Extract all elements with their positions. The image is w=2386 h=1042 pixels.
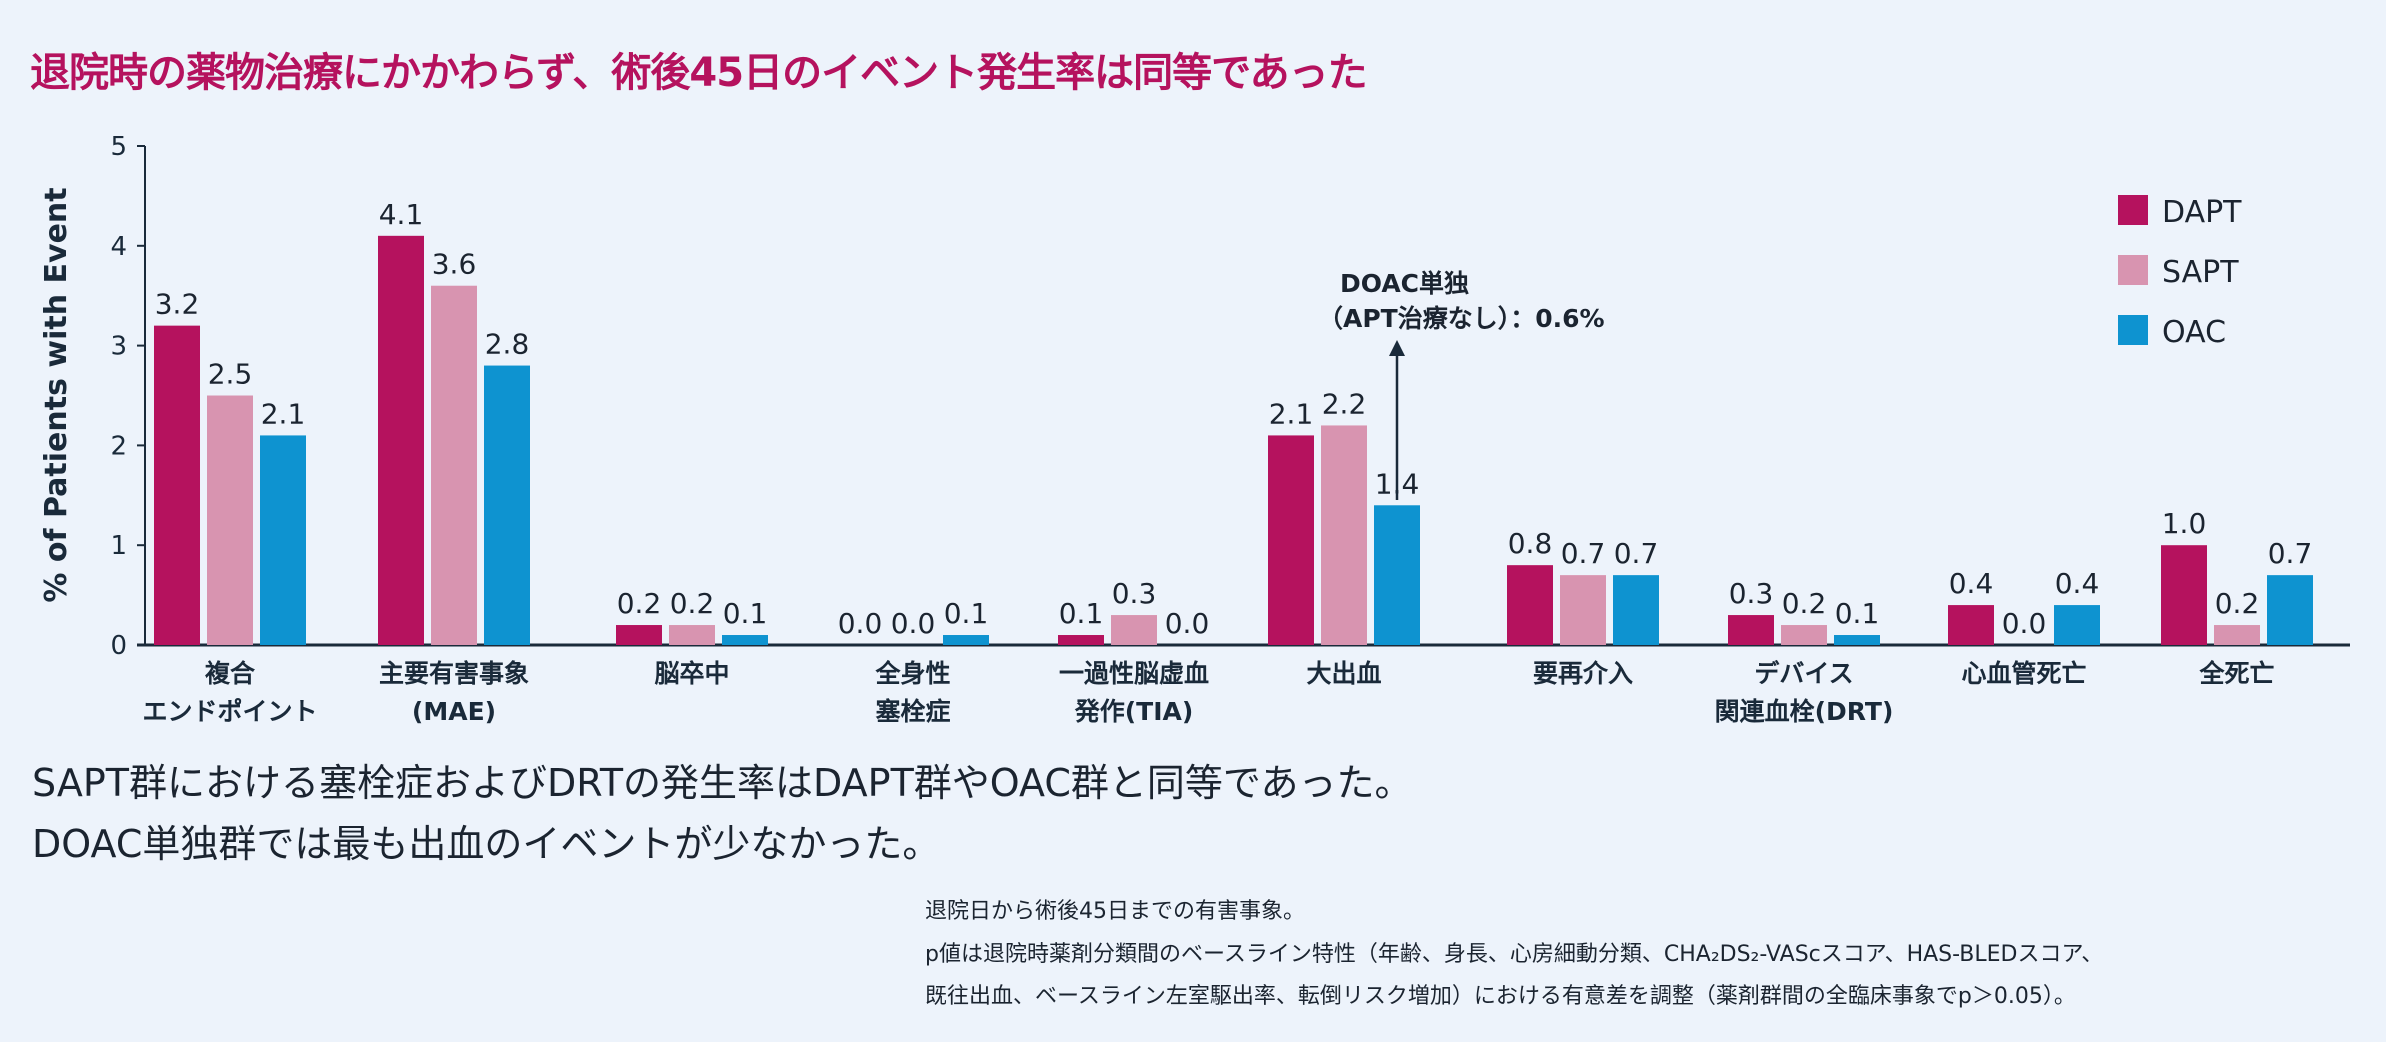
x-tick-label: 要再介入 [1533,659,1633,688]
bar-sapt [2214,625,2260,645]
data-label: 0.3 [1112,577,1157,610]
data-label: 3.6 [432,248,477,281]
x-tick-label: 複合 [205,659,256,688]
data-label: 1.0 [2162,507,2207,540]
data-label: 2.8 [485,328,530,361]
bar-sapt [1111,615,1157,645]
annotation-text: DOAC単独 [1340,269,1469,298]
bar-dapt [616,625,662,645]
x-tick-label: 脳卒中 [654,659,729,688]
legend-swatch-oac [2118,315,2148,345]
data-label: 0.2 [617,587,662,620]
data-label: 3.2 [155,288,200,321]
footnote-3: 既往出血、ベースライン左室駆出率、転倒リスク増加）における有意差を調整（薬剤群間… [925,984,2076,1009]
x-tick-label: 塞栓症 [875,697,950,726]
bar-dapt [1058,635,1104,645]
legend-swatch-sapt [2118,255,2148,285]
data-label: 0.1 [944,597,989,630]
data-label: 0.7 [1561,537,1606,570]
data-label: 2.5 [208,358,253,391]
data-label: 0.7 [2268,537,2313,570]
bar-oac [484,365,530,645]
data-label: 0.0 [891,607,936,640]
summary-line-1: SAPT群における塞栓症およびDRTの発生率はDAPT群やOAC群と同等であった… [32,761,1413,805]
bar-oac [260,435,306,645]
x-tick-label: 関連血栓(DRT) [1715,697,1894,726]
annotation-text: （APT治療なし）：0.6% [1318,304,1605,333]
data-label: 0.3 [1729,577,1774,610]
bar-sapt [1781,625,1827,645]
bar-oac [1374,505,1420,645]
y-tick-label: 3 [110,332,127,362]
x-tick-label: デバイス [1754,659,1853,688]
bar-dapt [1268,435,1314,645]
data-label: 2.2 [1322,387,1367,420]
bar-dapt [378,235,424,645]
y-tick-label: 5 [110,132,127,162]
bar-oac [1834,635,1880,645]
data-label: 0.4 [2055,567,2100,600]
data-label: 0.1 [1059,597,1104,630]
bar-sapt [669,625,715,645]
data-label: 0.1 [723,597,768,630]
bar-sapt [207,395,253,645]
data-label: 0.0 [838,607,883,640]
y-tick-label: 4 [110,232,127,262]
bar-oac [2267,575,2313,645]
bar-dapt [1507,565,1553,645]
bar-sapt [1560,575,1606,645]
data-label: 0.4 [1949,567,1994,600]
data-label: 0.7 [1614,537,1659,570]
x-tick-label: 心血管死亡 [1961,659,2086,688]
x-tick-label: 大出血 [1306,659,1381,688]
footnote-2: p値は退院時薬剤分類間のベースライン特性（年齢、身長、心房細動分類、CHA₂DS… [925,942,2104,967]
bar-dapt [1948,605,1994,645]
bar-sapt [431,285,477,645]
bar-oac [943,635,989,645]
x-tick-label: (MAE) [412,697,496,726]
legend-label: DAPT [2162,195,2242,230]
x-tick-label: エンドポイント [142,697,317,726]
x-tick-label: 一過性脳虚血 [1059,659,1209,688]
bar-sapt [1321,425,1367,645]
data-label: 2.1 [1269,397,1314,430]
summary-line-2: DOAC単独群では最も出血のイベントが少なかった。 [32,822,941,866]
data-label: 0.0 [1165,607,1210,640]
x-tick-label: 全死亡 [2198,659,2274,688]
x-tick-label: 発作(TIA) [1074,697,1194,726]
footnote-1: 退院日から術後45日までの有害事象。 [925,899,1305,924]
x-tick-label: 主要有害事象 [379,659,529,688]
bar-dapt [1728,615,1774,645]
bar-oac [2054,605,2100,645]
data-label: 2.1 [261,397,306,430]
data-label: 0.8 [1508,527,1553,560]
legend-swatch-dapt [2118,195,2148,225]
bar-oac [722,635,768,645]
bar-oac [1613,575,1659,645]
data-label: 0.0 [2002,607,2047,640]
bar-dapt [154,325,200,645]
bar-dapt [2161,545,2207,645]
y-tick-label: 0 [110,631,127,661]
y-axis-label: % of Patients with Event [39,187,74,602]
y-tick-label: 1 [110,531,127,561]
y-tick-label: 2 [110,431,127,461]
data-label: 0.1 [1835,597,1880,630]
data-label: 4.1 [379,198,424,231]
data-label: 0.2 [670,587,715,620]
arrow-up-icon [1389,340,1405,356]
x-tick-label: 全身性 [874,659,950,688]
legend-label: OAC [2162,315,2226,350]
data-label: 0.2 [1782,587,1827,620]
legend-label: SAPT [2162,255,2239,290]
data-label: 0.2 [2215,587,2260,620]
page-title: 退院時の薬物治療にかかわらず、術後45日のイベント発生率は同等であった [30,50,1368,96]
